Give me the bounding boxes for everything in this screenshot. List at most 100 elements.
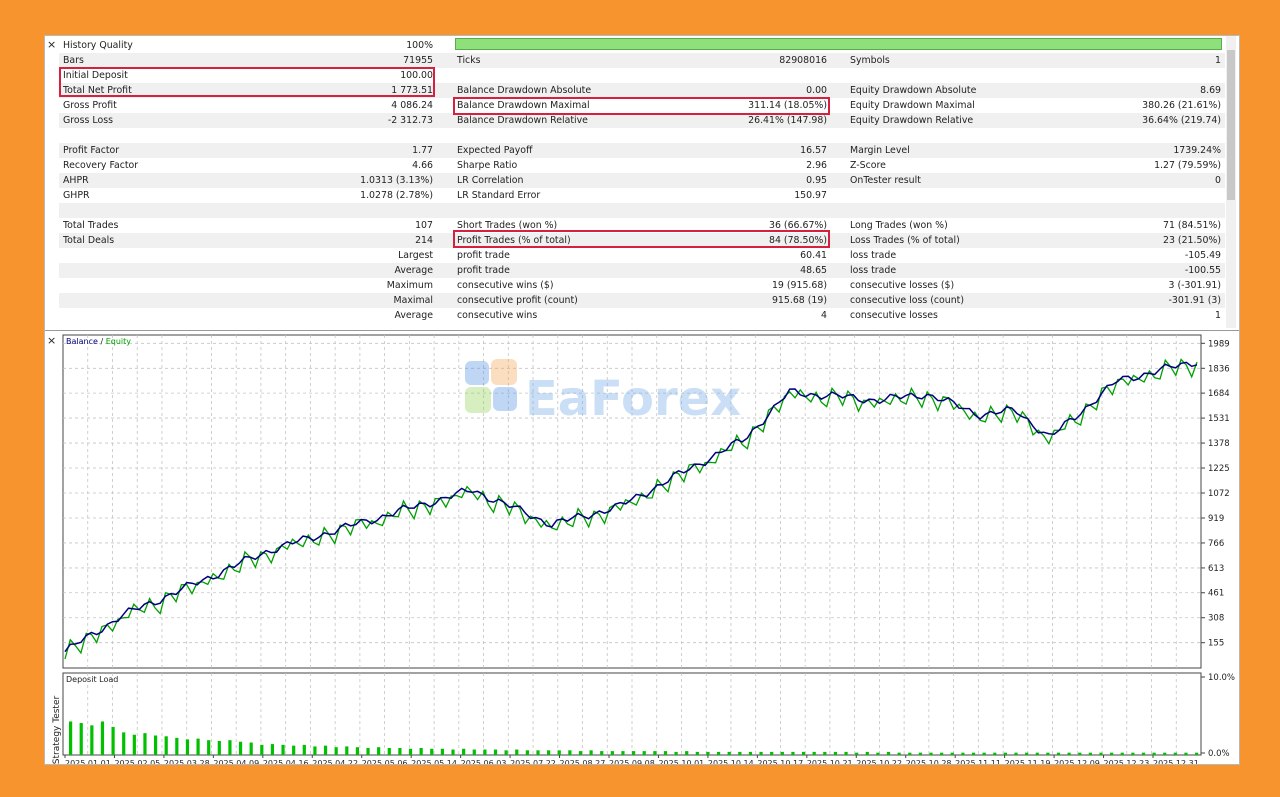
- report-row: Average profit trade 48.65 loss trade -100.5…: [59, 263, 1225, 278]
- deposit-load-bar: [483, 749, 487, 755]
- deposit-load-title: Deposit Load: [66, 675, 118, 684]
- report-label: Balance Drawdown Absolute: [457, 85, 592, 96]
- deposit-load-bar: [472, 749, 476, 755]
- deposit-load-bar: [971, 752, 976, 755]
- report-value: 1: [1215, 55, 1221, 66]
- deposit-load-bar: [525, 750, 529, 755]
- report-label: Bars: [63, 55, 84, 66]
- report-label: Equity Drawdown Absolute: [850, 85, 977, 96]
- deposit-load-bar: [610, 751, 614, 755]
- deposit-load-bar: [632, 751, 636, 755]
- watermark-logo: EaForex: [465, 359, 741, 427]
- deposit-load-bar: [1003, 752, 1007, 755]
- x-tick-label: 2025.10.01: [658, 759, 704, 765]
- x-tick-label: 2025.10.22: [856, 759, 902, 765]
- deposit-load-bar: [281, 744, 285, 755]
- deposit-load-bar: [451, 749, 455, 755]
- deposit-load-bar: [568, 750, 572, 755]
- deposit-load-bar: [727, 751, 731, 755]
- deposit-load-bar: [398, 747, 402, 755]
- legend-separator: /: [98, 337, 106, 346]
- report-row: Total Deals 214 Profit Trades (% of total)…: [59, 233, 1225, 248]
- report-value: 71955: [403, 55, 433, 66]
- deposit-load-bar: [918, 752, 923, 755]
- report-value: 4.66: [412, 160, 433, 171]
- deposit-load-bar: [653, 751, 657, 755]
- report-value: Largest: [398, 250, 433, 261]
- deposit-load-bar: [217, 740, 221, 755]
- watermark-text: EaForex: [525, 371, 741, 427]
- deposit-load-bar: [1035, 752, 1039, 755]
- report-label: Initial Deposit: [63, 70, 128, 81]
- x-tick-label: 2025.08.27: [560, 759, 606, 765]
- deposit-load-bar: [238, 741, 243, 755]
- report-value: 3 (-301.91): [1168, 280, 1221, 291]
- deposit-load-bar: [833, 751, 838, 755]
- deposit-load-bar: [589, 750, 593, 755]
- deposit-load-bar: [1195, 752, 1199, 755]
- report-label: Balance Drawdown Maximal: [457, 100, 590, 111]
- deposit-load-bar: [940, 752, 944, 755]
- report-value: -105.49: [1184, 250, 1221, 261]
- report-label: Total Deals: [63, 235, 115, 246]
- close-report-icon[interactable]: ×: [47, 38, 57, 51]
- scrollbar-thumb[interactable]: [1227, 50, 1235, 200]
- deposit-load-bar: [430, 748, 434, 755]
- report-label: LR Standard Error: [457, 190, 541, 201]
- deposit-load-bar: [228, 740, 232, 755]
- report-value: 4 086.24: [391, 100, 433, 111]
- x-tick-label: 2025.06.03: [461, 759, 507, 765]
- deposit-load-bar: [111, 726, 115, 755]
- report-label: Balance Drawdown Relative: [457, 115, 588, 126]
- deposit-load-bar: [419, 747, 423, 755]
- deposit-load-bar: [1067, 752, 1071, 755]
- deposit-load-bar: [982, 752, 986, 755]
- report-row-history-quality: History Quality 100%: [59, 38, 1225, 53]
- deposit-load-bar: [993, 752, 997, 755]
- deposit-load-bar: [1131, 752, 1135, 755]
- report-value: 0: [1215, 175, 1221, 186]
- strategy-tester-tab[interactable]: Strategy Tester: [45, 696, 62, 764]
- deposit-load-bar: [855, 752, 859, 755]
- deposit-load-bar: [1173, 752, 1177, 755]
- y-tick-label: 766: [1208, 539, 1224, 549]
- x-tick-label: 2025.12.31: [1153, 759, 1199, 765]
- report-value: -301.91 (3): [1168, 295, 1221, 306]
- deposit-load-bar: [886, 751, 891, 755]
- deposit-load-bar: [716, 751, 721, 755]
- x-tick-label: 2025.11.11: [955, 759, 1001, 765]
- report-label: loss trade: [850, 265, 897, 276]
- deposit-load-bar: [1184, 752, 1188, 755]
- report-label: consecutive losses: [850, 310, 938, 321]
- report-label: Ticks: [457, 55, 481, 66]
- report-value: 150.97: [794, 190, 827, 201]
- report-value: 71 (84.51%): [1163, 220, 1221, 231]
- deposit-load-bar: [844, 751, 848, 755]
- deposit-load-bar: [408, 748, 413, 755]
- deposit-load-bar: [122, 732, 126, 755]
- deposit-load-bar: [345, 746, 349, 755]
- deposit-load-bar: [1046, 752, 1050, 755]
- report-label: Expected Payoff: [457, 145, 533, 156]
- report-row: AHPR 1.0313 (3.13%) LR Correlation 0.95 OnTe…: [59, 173, 1225, 188]
- y-tick-label: 1836: [1208, 364, 1230, 374]
- report-label: consecutive losses ($): [850, 280, 955, 291]
- close-chart-icon[interactable]: ×: [47, 334, 57, 347]
- x-tick-label: 2025.10.21: [807, 759, 853, 765]
- x-tick-label: 2025.04.16: [263, 759, 309, 765]
- report-scrollbar[interactable]: [1226, 36, 1236, 328]
- report-row: Profit Factor 1.77 Expected Payoff 16.57 Mar…: [59, 143, 1225, 158]
- deposit-load-bar: [366, 747, 370, 755]
- x-tick-label: 2025.10.17: [757, 759, 803, 765]
- strategy-tester-window: × History Quality 100% Bars 71955 Ticks 82908…: [44, 35, 1240, 765]
- deposit-load-bar: [823, 751, 827, 755]
- report-label: Symbols: [850, 55, 890, 66]
- deposit-load-bar: [685, 751, 689, 755]
- deposit-load-bar: [557, 750, 561, 755]
- deposit-load-bar: [536, 750, 540, 755]
- report-label: Margin Level: [850, 145, 910, 156]
- backtest-report: × History Quality 100% Bars 71955 Ticks 82908…: [45, 36, 1239, 328]
- report-value: 1.0278 (2.78%): [360, 190, 433, 201]
- x-tick-label: 2025.07.22: [510, 759, 556, 765]
- report-row: [59, 203, 1225, 218]
